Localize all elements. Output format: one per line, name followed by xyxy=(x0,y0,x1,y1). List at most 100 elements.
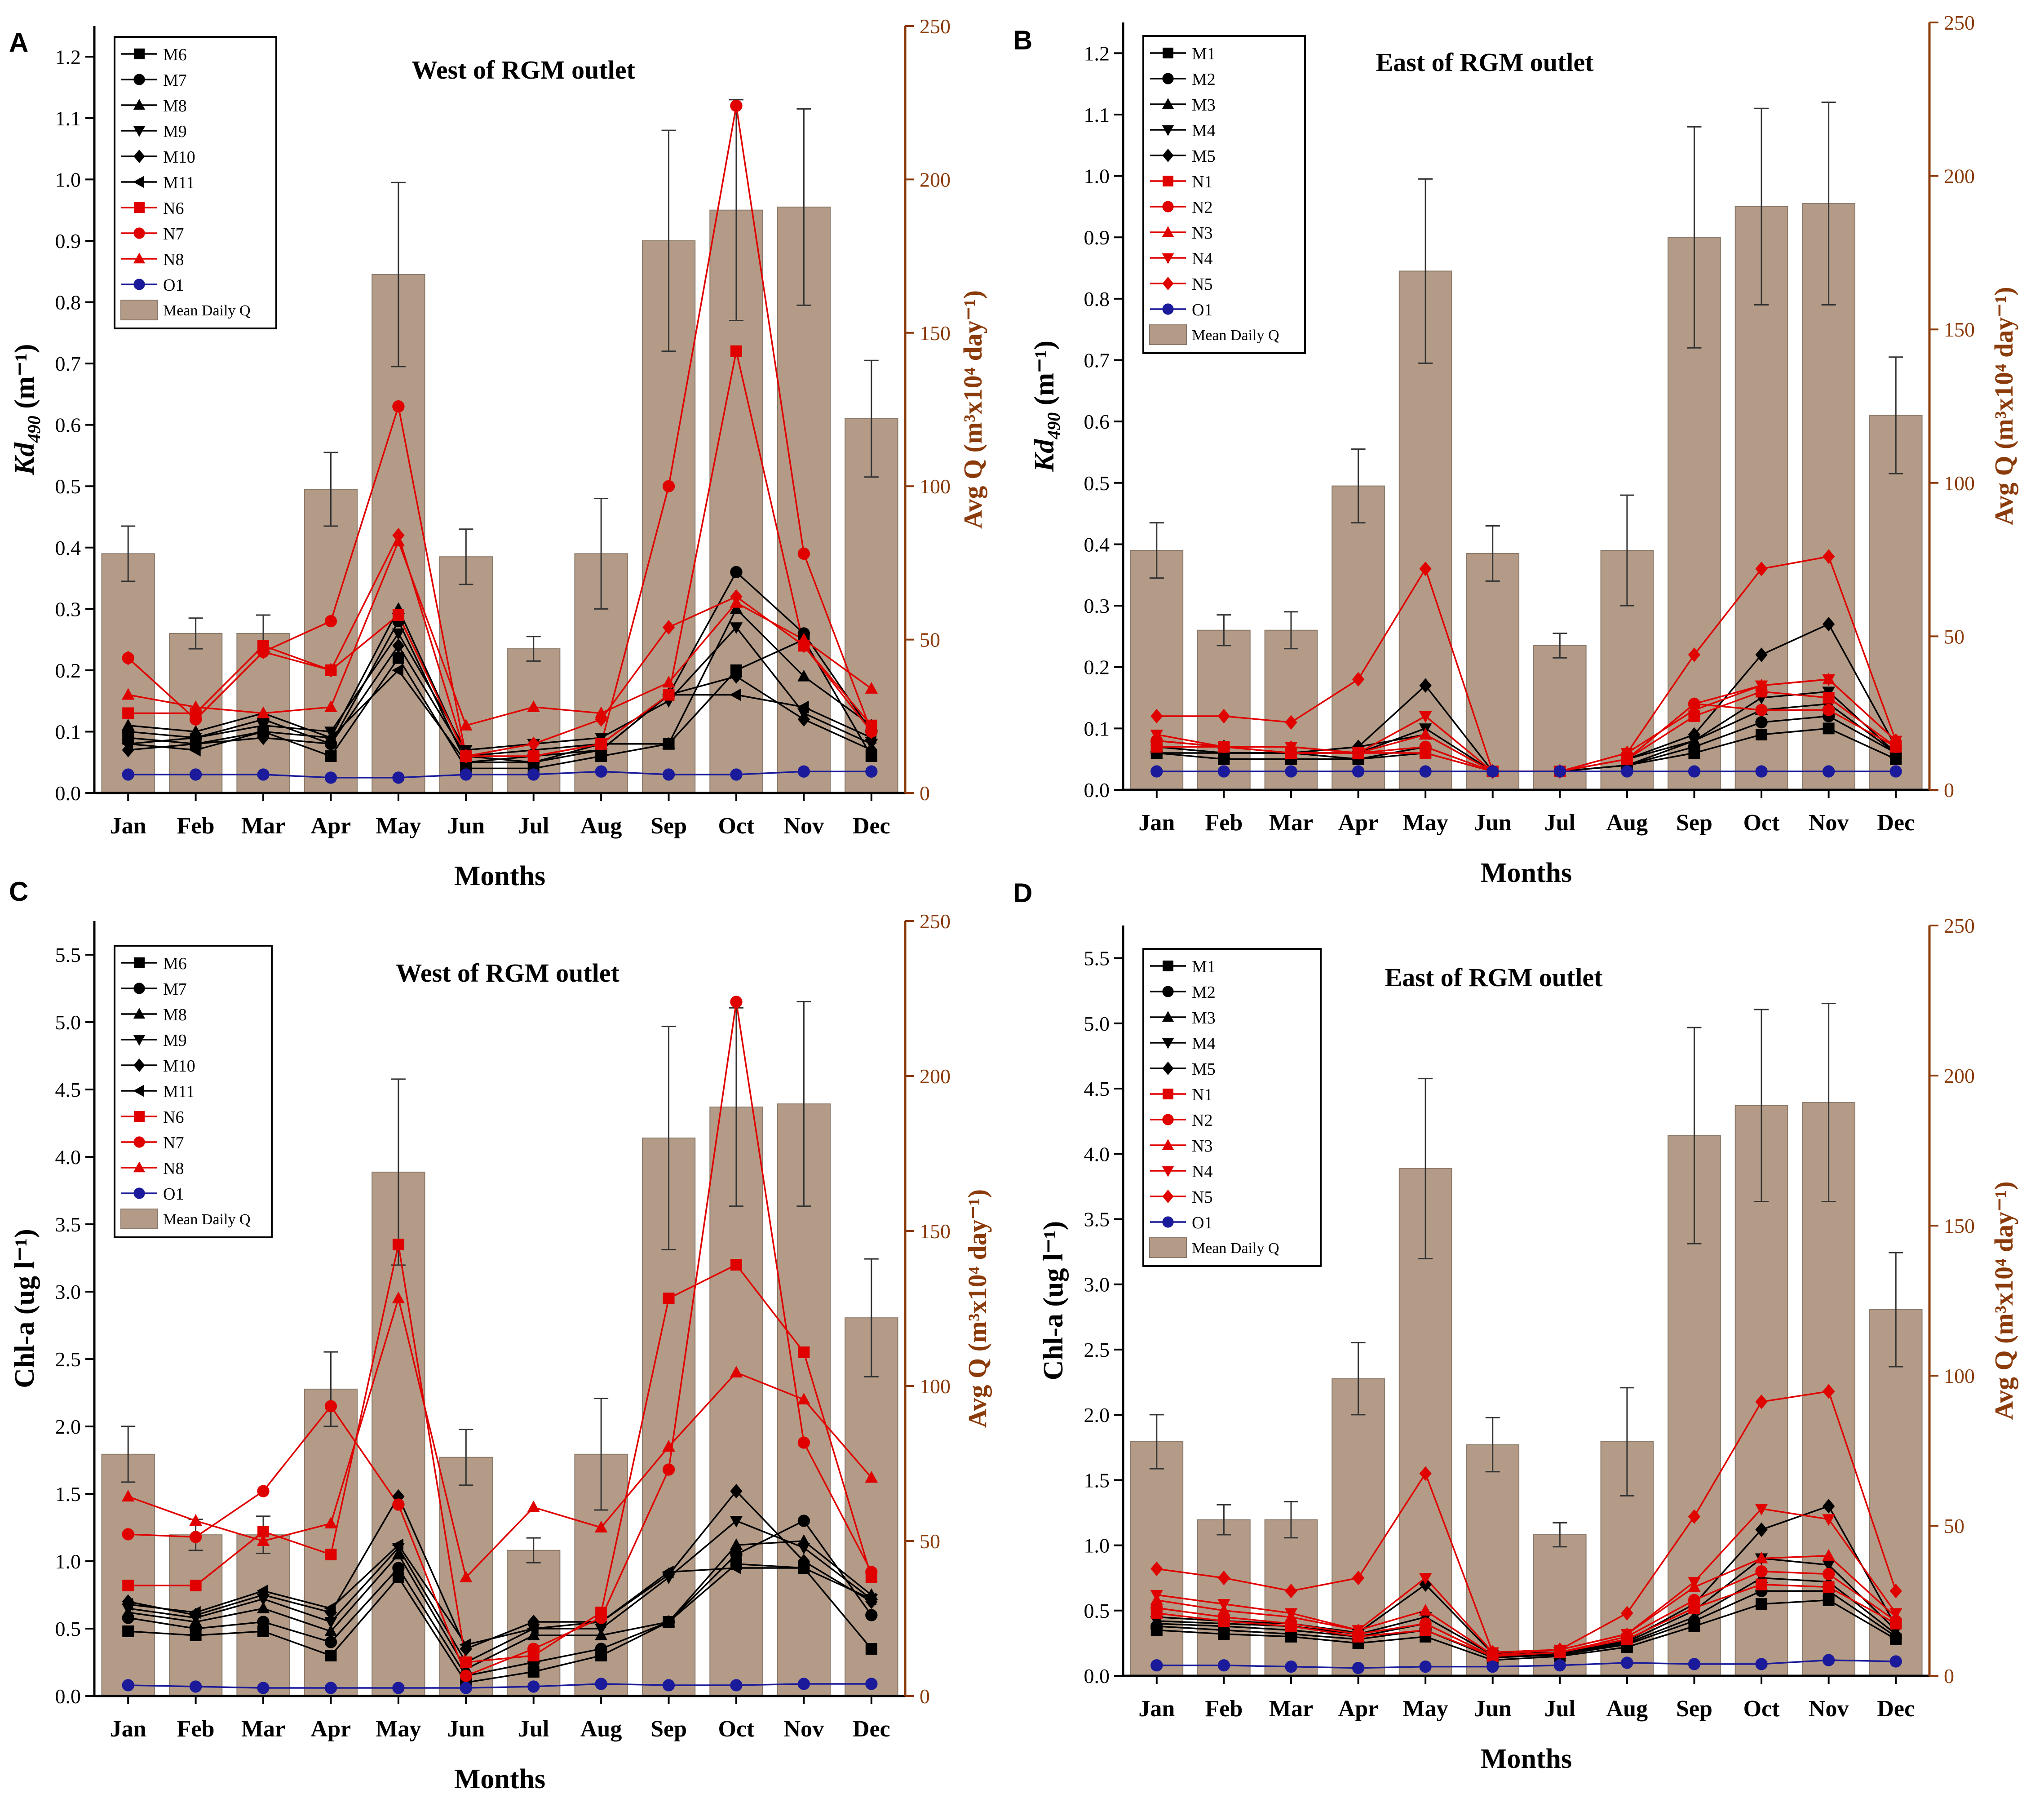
y-tick-label: 2.5 xyxy=(1084,1338,1110,1361)
legend-marker-O1 xyxy=(1162,1216,1174,1228)
point-N4 xyxy=(1352,748,1365,760)
bar-mean-daily-q xyxy=(1466,553,1520,791)
bar-mean-daily-q xyxy=(1197,1519,1251,1676)
point-N7 xyxy=(797,1436,810,1449)
point-O1 xyxy=(1352,765,1365,778)
legend-label: O1 xyxy=(1192,1213,1212,1232)
panel-label: A xyxy=(9,27,28,58)
point-N4 xyxy=(1217,1599,1230,1611)
legend-label: M9 xyxy=(163,1031,187,1050)
point-N5 xyxy=(1755,561,1768,576)
point-M11 xyxy=(257,725,269,738)
x-tick-label: Oct xyxy=(1743,1696,1780,1722)
point-N8b xyxy=(527,736,540,752)
x-tick-label: Sep xyxy=(650,1716,687,1742)
point-N8b xyxy=(595,712,607,727)
legend-marker-N1 xyxy=(1163,176,1173,186)
point-N4 xyxy=(1150,729,1164,741)
point-M9 xyxy=(730,1515,743,1528)
point-O1 xyxy=(1352,1661,1365,1674)
legend-marker-N6 xyxy=(134,1111,145,1122)
point-O1 xyxy=(392,1682,405,1694)
point-N7 xyxy=(662,1463,675,1476)
point-M11 xyxy=(189,1606,201,1619)
point-O1 xyxy=(730,1679,743,1692)
legend-marker-N8 xyxy=(133,1161,146,1173)
point-M8 xyxy=(662,1615,675,1627)
point-N4 xyxy=(1284,1608,1298,1620)
point-N8b xyxy=(865,724,878,739)
legend-label: N2 xyxy=(1192,198,1212,217)
y-tick-label: 1.2 xyxy=(1084,42,1110,65)
series-line-M6 xyxy=(128,638,872,770)
y2-tick-label: 150 xyxy=(1944,1214,1975,1237)
panel-title: East of RGM outlet xyxy=(1376,48,1594,77)
point-M1 xyxy=(1756,729,1768,741)
x-axis-title: Months xyxy=(1481,858,1572,888)
series-line-M1 xyxy=(1156,1599,1897,1661)
legend-marker-M7 xyxy=(133,983,145,994)
legend-label: M10 xyxy=(163,148,195,167)
y-tick-label: 0.3 xyxy=(55,598,81,620)
x-tick-label: Jan xyxy=(110,813,146,839)
point-N2 xyxy=(1822,1568,1835,1581)
point-N8 xyxy=(527,1501,540,1513)
legend-label: Mean Daily Q xyxy=(1192,327,1279,344)
legend-marker-M1 xyxy=(1163,961,1173,971)
point-M10 xyxy=(797,712,810,727)
x-tick-label: Apr xyxy=(1338,810,1379,836)
series-line-M9 xyxy=(128,1519,872,1664)
x-tick-label: Apr xyxy=(311,1716,351,1742)
point-N2 xyxy=(1755,704,1768,717)
point-M9 xyxy=(730,622,743,634)
y2-tick-label: 100 xyxy=(1944,472,1975,495)
legend-marker-M2 xyxy=(1162,986,1174,997)
point-N5 xyxy=(1621,1606,1633,1621)
legend-marker-N5 xyxy=(1162,1190,1174,1203)
legend-marker-M3 xyxy=(1162,98,1174,109)
point-N5 xyxy=(1822,549,1835,564)
point-O1 xyxy=(1150,765,1163,778)
point-N5 xyxy=(1150,1561,1163,1577)
legend-label: M4 xyxy=(1192,121,1216,140)
point-M11 xyxy=(324,731,336,744)
point-N6 xyxy=(663,689,675,701)
legend-label: N8 xyxy=(163,250,184,269)
x-tick-label: Jul xyxy=(1544,810,1575,836)
series-line-M7 xyxy=(128,571,872,763)
x-tick-label: Jan xyxy=(110,1716,146,1742)
series-line-O1 xyxy=(128,771,872,779)
point-N8b xyxy=(730,589,743,604)
point-N8 xyxy=(257,1534,270,1546)
point-N3 xyxy=(1822,1549,1835,1561)
x-tick-label: Jan xyxy=(1138,810,1175,836)
x-tick-label: Jun xyxy=(1474,810,1512,836)
point-N4 xyxy=(1755,1504,1768,1516)
point-N8 xyxy=(594,1521,608,1533)
legend-marker-N8 xyxy=(133,252,146,264)
legend-label: N1 xyxy=(1192,173,1212,191)
point-M7 xyxy=(865,1609,878,1621)
y-tick-label: 0.8 xyxy=(1084,288,1110,310)
point-O1 xyxy=(1285,1661,1297,1673)
point-O1 xyxy=(662,1679,675,1692)
y-axis-title: Kd490 (m⁻¹) xyxy=(9,344,44,475)
x-tick-label: Jul xyxy=(518,813,549,839)
point-O1 xyxy=(257,1682,270,1694)
point-N6 xyxy=(392,1239,404,1250)
legend-label: M9 xyxy=(163,122,187,141)
y2-tick-label: 50 xyxy=(920,629,940,651)
point-N7 xyxy=(392,1498,405,1511)
point-N7 xyxy=(527,750,540,762)
point-M11 xyxy=(391,1538,403,1552)
point-N7 xyxy=(797,547,810,560)
point-N7 xyxy=(257,1485,270,1497)
y-tick-label: 4.0 xyxy=(1084,1143,1110,1165)
point-N8b xyxy=(122,651,134,665)
y-tick-label: 5.0 xyxy=(1084,1012,1110,1035)
point-M7 xyxy=(730,566,743,579)
y-tick-label: 0.4 xyxy=(55,536,81,559)
panel-D: D 0.0 0.5 1.0 1.5 2.0 2.5 3.0 3.5 4.0 4.5 5.0 5.5 0 50… xyxy=(1013,878,2018,1774)
y2-tick-label: 0 xyxy=(1944,779,1954,802)
x-tick-label: Dec xyxy=(1877,1696,1915,1722)
